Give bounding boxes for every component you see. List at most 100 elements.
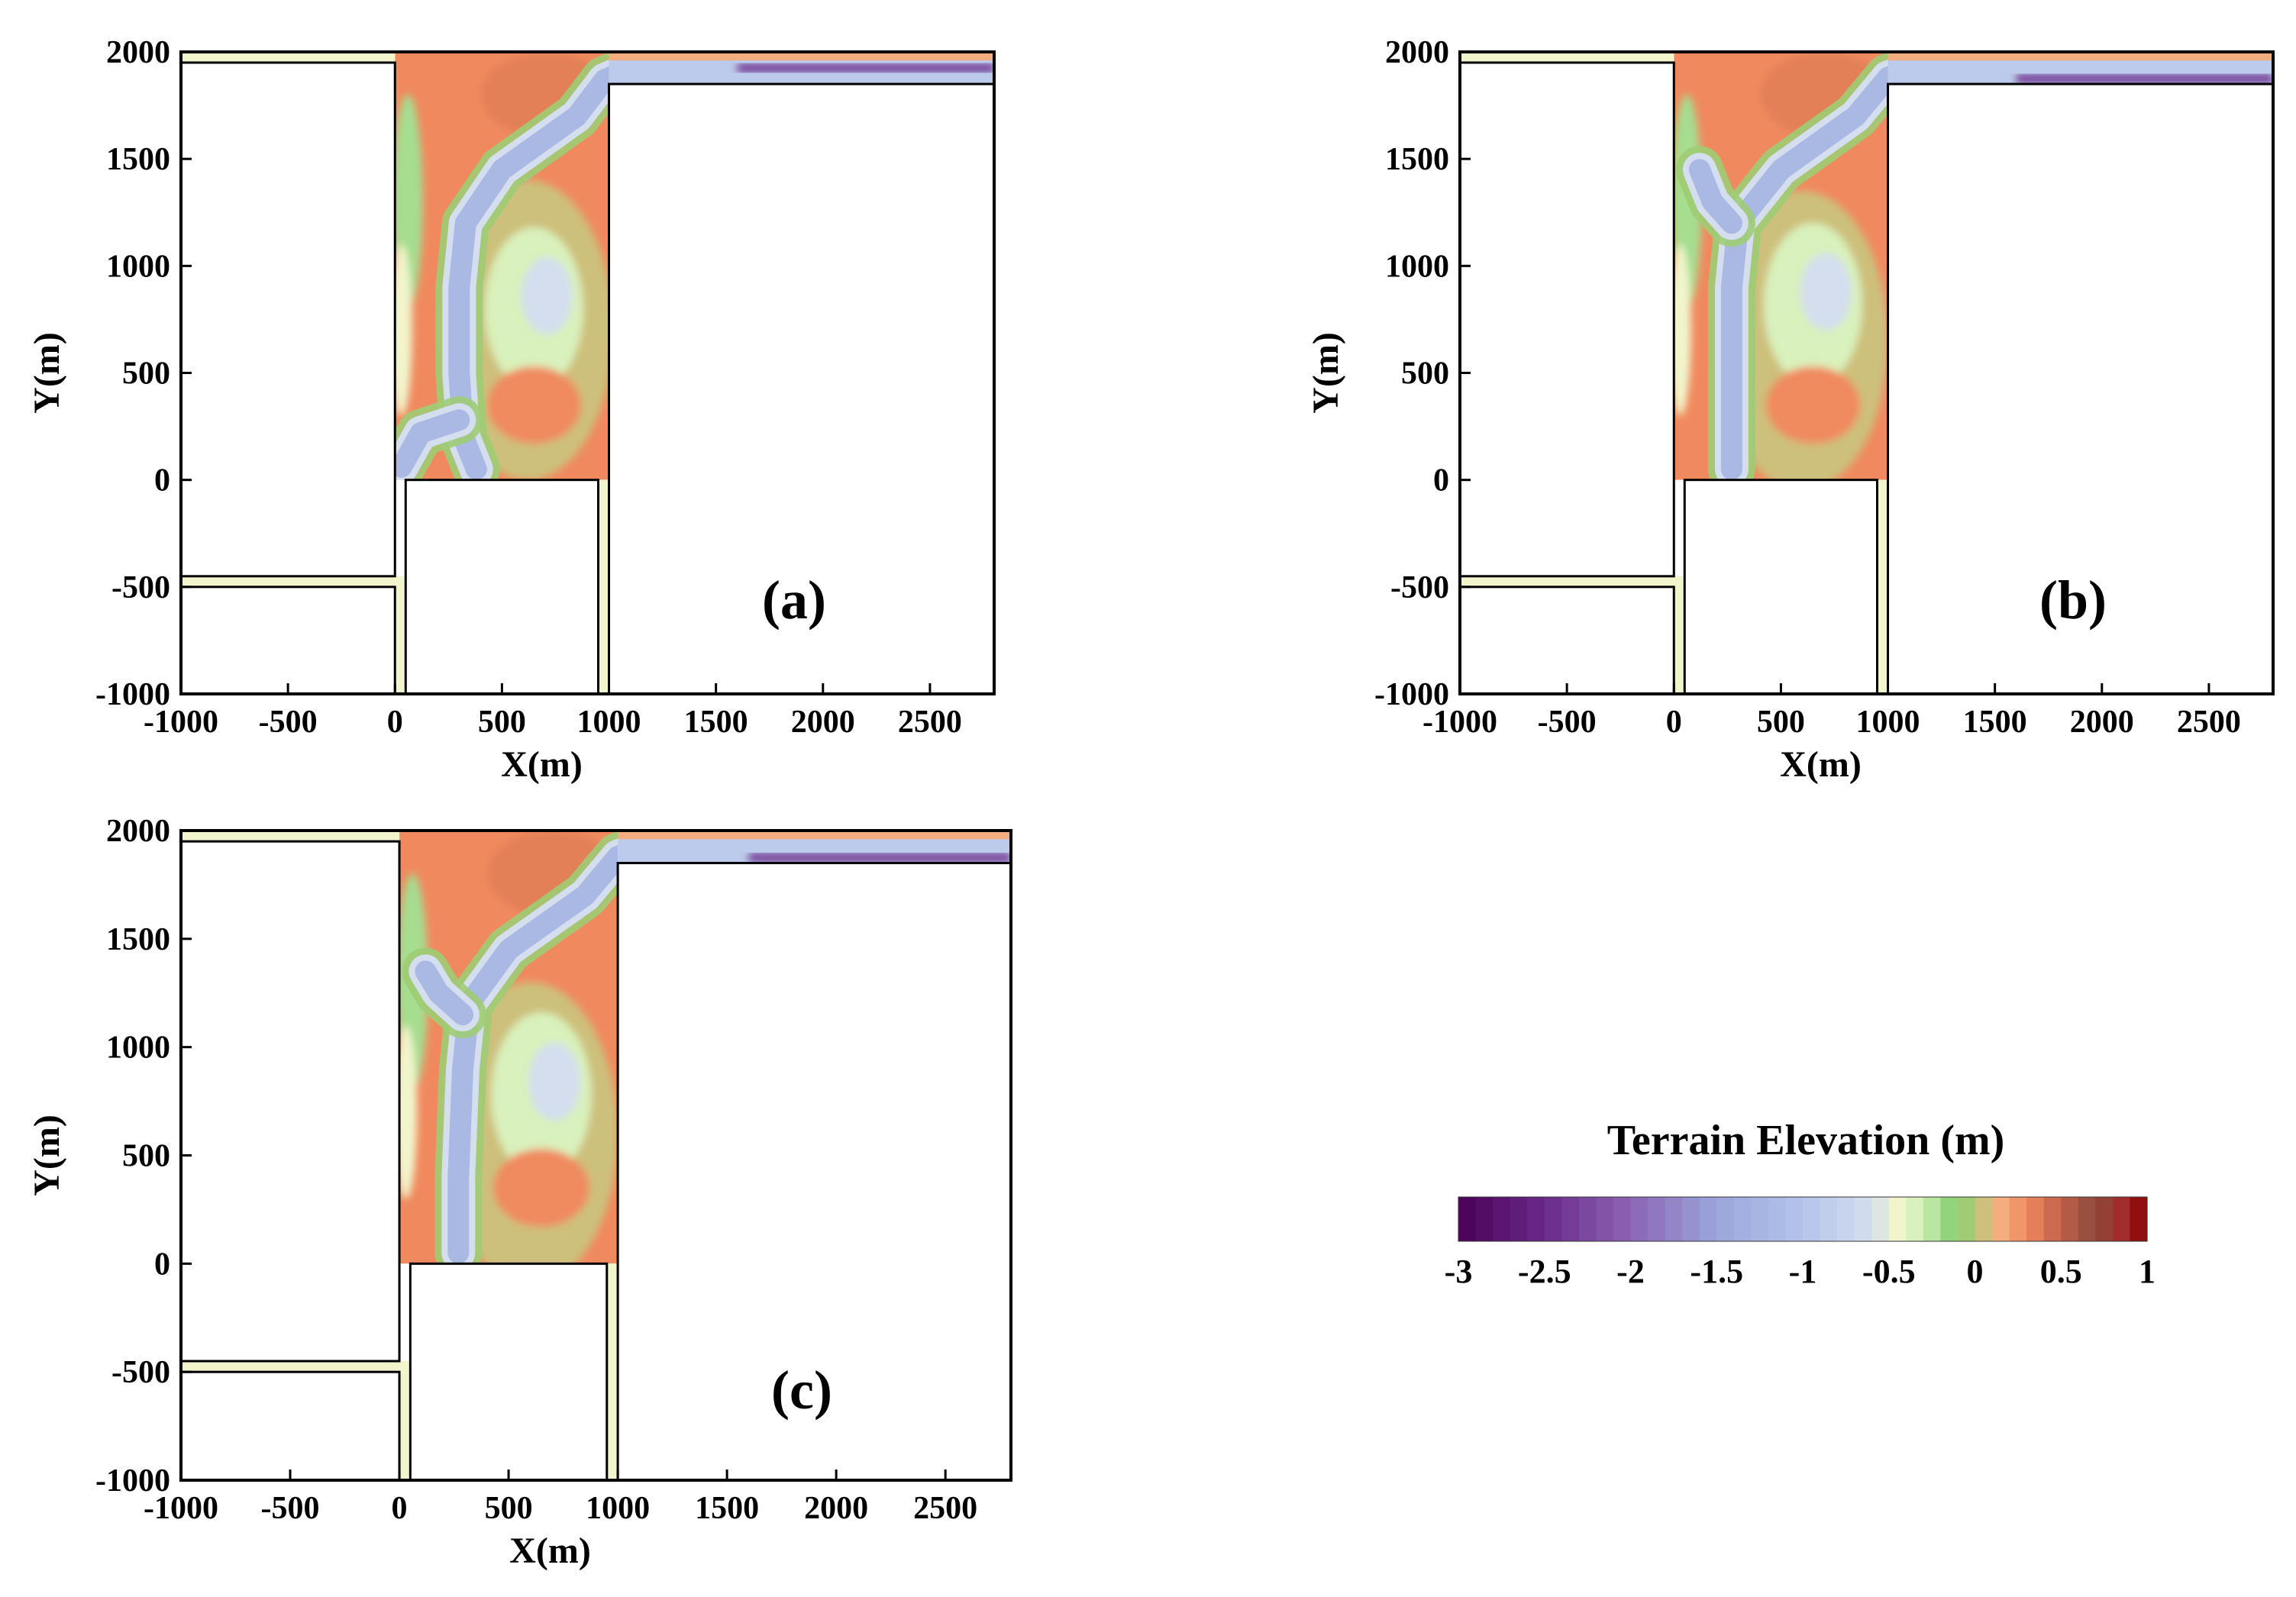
left-pale-strip	[395, 244, 412, 416]
x-tick-label: 500	[478, 705, 526, 740]
y-tick-label: 2000	[1385, 35, 1449, 70]
top-channel	[618, 831, 1011, 863]
y-tick-label: -500	[111, 570, 170, 605]
colorbar-swatch	[1820, 1197, 1838, 1241]
channels	[1675, 52, 1888, 480]
colorbar-swatch	[1803, 1197, 1821, 1241]
x-tick-label: 2000	[791, 705, 855, 740]
right-vertical-strip	[1877, 479, 1888, 694]
y-tick-label: 0	[154, 1247, 170, 1282]
y-axis-title: Y(m)	[27, 1115, 67, 1196]
lower-strip	[181, 1360, 400, 1373]
colorbar-swatch	[1665, 1197, 1683, 1241]
top-channel	[1887, 52, 2273, 85]
colorbar-swatch	[1578, 1197, 1597, 1241]
colorbar-swatch	[1940, 1197, 1959, 1241]
x-tick-label: 0	[1666, 705, 1682, 740]
pale-zone	[528, 1042, 581, 1121]
panel-label: (c)	[771, 1360, 832, 1421]
x-tick-label: -1000	[1422, 705, 1497, 740]
y-tick-label: 500	[122, 357, 170, 392]
x-tick-label: 1000	[586, 1491, 650, 1526]
colorbar-swatch	[2112, 1197, 2131, 1241]
colorbar-swatch	[1957, 1197, 1976, 1241]
x-tick-label: 2500	[2177, 705, 2241, 740]
colorbar-swatch	[1854, 1197, 1872, 1241]
colorbar-swatch	[1871, 1197, 1890, 1241]
y-tick-label: -500	[111, 1355, 170, 1390]
right-block	[616, 862, 1012, 1482]
left-pale-strip	[399, 1025, 417, 1199]
channels	[402, 831, 618, 1264]
colorbar-tick-label: 1	[2139, 1253, 2156, 1290]
y-tick-label: -1000	[95, 1463, 170, 1499]
y-tick-label: 0	[154, 463, 170, 498]
left-pale-strip	[1674, 244, 1691, 416]
colorbar-swatch	[1493, 1197, 1511, 1241]
x-tick-label: 2500	[898, 705, 962, 740]
colorbar-swatch	[1975, 1197, 1993, 1241]
channels	[395, 52, 609, 480]
panel-a: -1000 -500 0 500 1000 1500 2000 2500 -1000 -500 0 5…	[27, 35, 996, 785]
colorbar-swatch	[1699, 1197, 1717, 1241]
colorbar-swatch	[2061, 1197, 2079, 1241]
top-channel-deep	[2016, 74, 2273, 83]
colorbar-swatch	[1785, 1197, 1804, 1241]
terrain-field	[399, 831, 618, 1264]
top-channel-deep	[748, 853, 1011, 863]
lower-strip	[181, 576, 396, 587]
colorbar-swatch	[1923, 1197, 1941, 1241]
x-tick-label: 2000	[804, 1491, 868, 1526]
colorbar-swatch	[1544, 1197, 1562, 1241]
x-tick-label: 1000	[577, 705, 641, 740]
colorbar-swatch	[1682, 1197, 1700, 1241]
top-left-strip	[181, 831, 400, 842]
x-tick-label: 500	[1757, 705, 1805, 740]
lower-left-block	[179, 586, 396, 695]
x-tick-label: -1000	[144, 705, 218, 740]
colorbar-tick-label: -0.5	[1862, 1253, 1916, 1290]
x-tick-label: -500	[261, 1491, 320, 1526]
x-axis-title: X(m)	[501, 744, 583, 785]
lower-strip	[1460, 576, 1674, 587]
pale-zone	[521, 257, 573, 335]
colorbar-swatch	[1751, 1197, 1769, 1241]
panel-c: -1000 -500 0 500 1000 1500 2000 2500 -1000 -500 0 5…	[27, 814, 1012, 1571]
x-tick-label: -1000	[144, 1491, 218, 1526]
lower-middle-block	[409, 1262, 609, 1482]
colorbar-swatch	[1733, 1197, 1752, 1241]
colorbar-tick-label: -3	[1445, 1253, 1473, 1290]
y-tick-label: 1500	[1385, 142, 1449, 177]
x-tick-label: 0	[387, 705, 403, 740]
top-channel	[609, 52, 994, 85]
left-vertical-strip	[395, 576, 406, 694]
x-tick-label: 1000	[1856, 705, 1920, 740]
x-tick-label: 1500	[1963, 705, 2027, 740]
upper-left-block	[179, 61, 396, 578]
colorbar-swatch	[2009, 1197, 2027, 1241]
terrain-field	[1674, 52, 1888, 480]
colorbar-swatch	[2130, 1197, 2148, 1241]
lower-middle-block	[404, 479, 600, 695]
upper-left-block	[1458, 61, 1675, 578]
y-tick-label: 2000	[106, 814, 170, 849]
top-channel-bank	[1887, 52, 2273, 61]
colorbar-tick-label: 0	[1967, 1253, 1984, 1290]
x-tick-label: 1500	[684, 705, 748, 740]
panel-label: (a)	[762, 569, 826, 631]
colorbar-swatch	[1768, 1197, 1787, 1241]
y-tick-label: 0	[1433, 463, 1449, 498]
y-tick-label: 500	[122, 1139, 170, 1174]
y-tick-label: -1000	[95, 677, 170, 712]
panel-label: (b)	[2039, 569, 2107, 631]
orange-zone	[486, 366, 582, 444]
pale-zone	[1800, 253, 1852, 331]
colorbar-swatch	[2043, 1197, 2062, 1241]
colorbar-swatch	[1561, 1197, 1580, 1241]
colorbar-swatch	[2078, 1197, 2096, 1241]
colorbar: Terrain Elevation (m) -3 -2.5 -2 -1.5 -1 -0.5 0…	[1445, 1117, 2156, 1290]
y-axis-title: Y(m)	[1306, 332, 1346, 414]
colorbar-tick-label: 0.5	[2040, 1253, 2082, 1290]
lower-left-block	[1458, 586, 1675, 695]
top-channel-deep	[737, 63, 994, 73]
